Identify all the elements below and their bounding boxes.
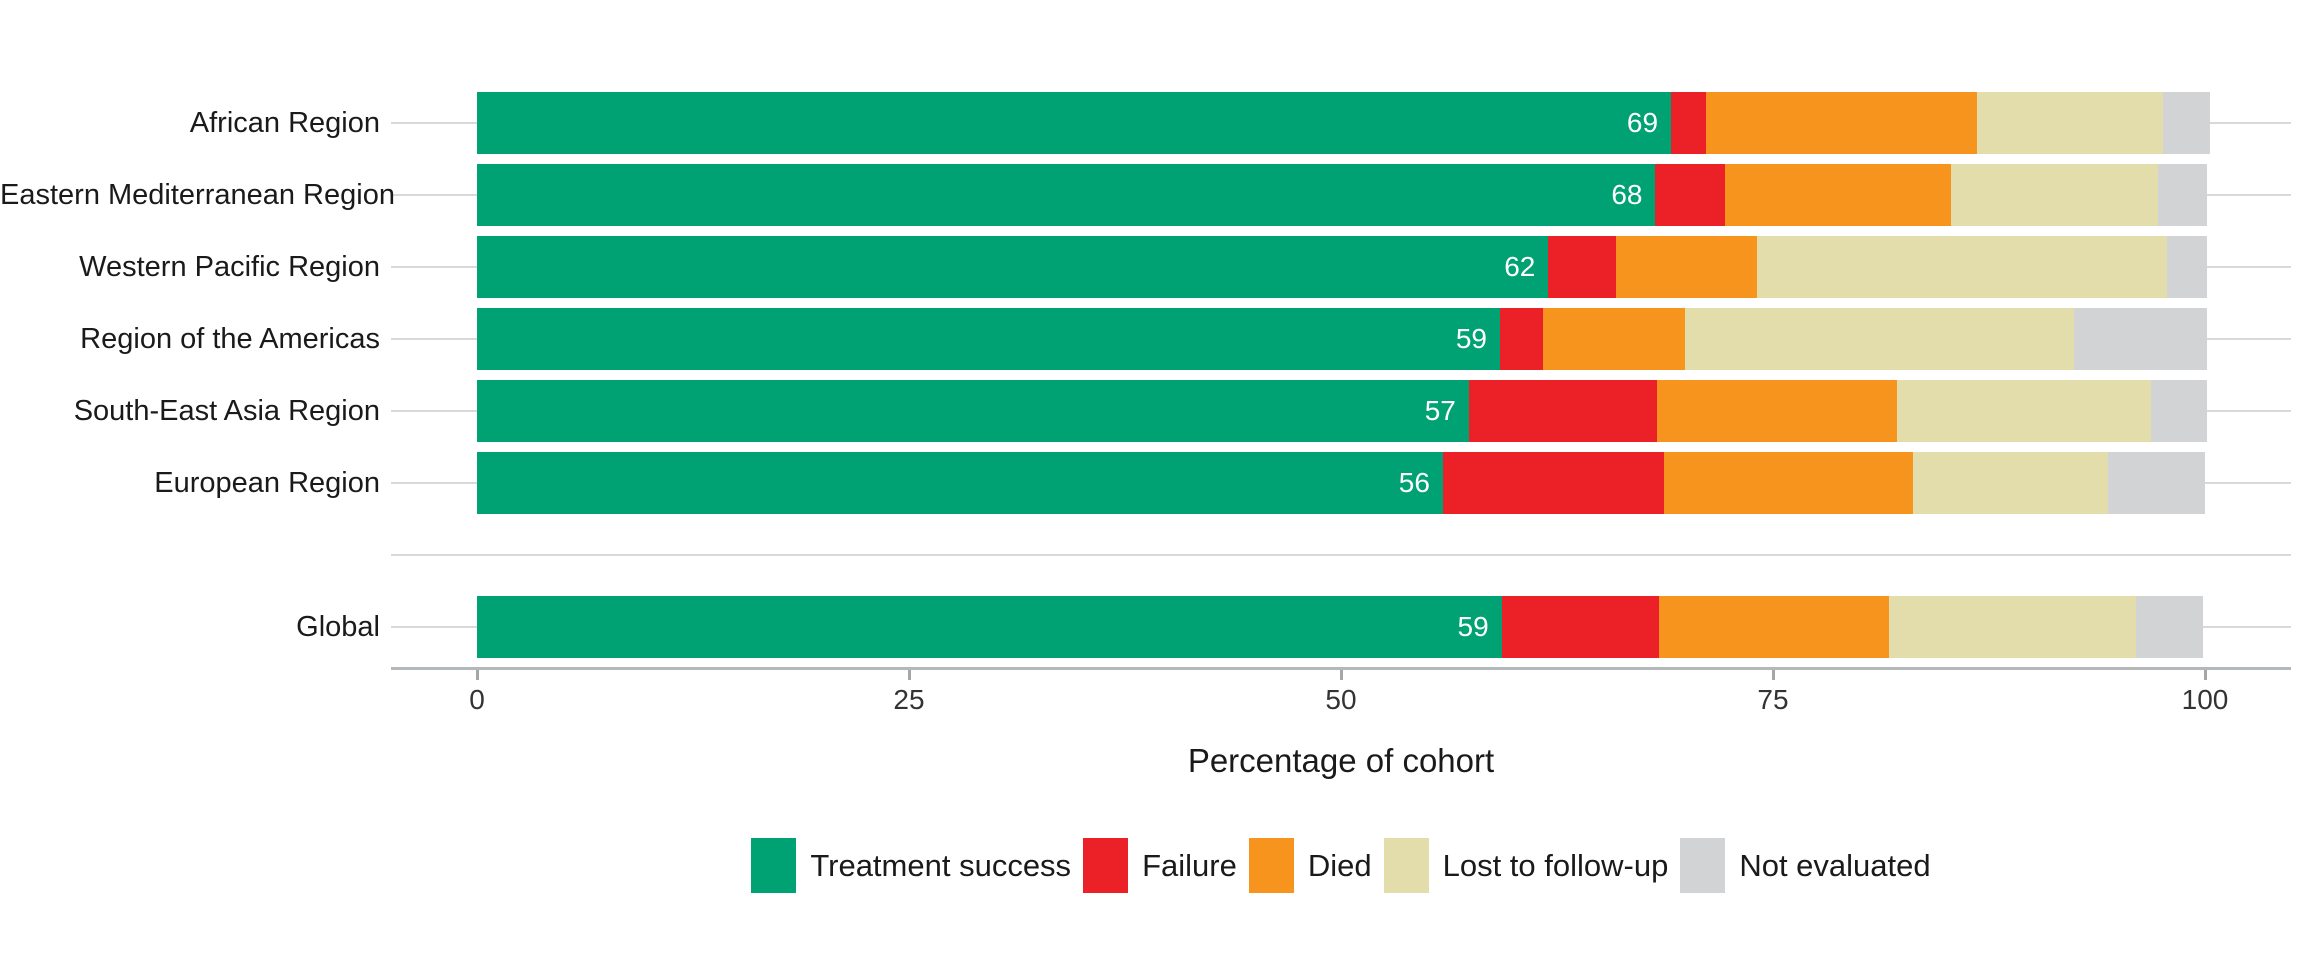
region-label: European Region: [154, 467, 380, 499]
stacked-bar: 57: [477, 380, 2207, 442]
bar-segment-died: [1543, 308, 1685, 370]
legend-item: Not evaluated: [1680, 838, 1931, 893]
legend-swatch-treatment-success: [751, 838, 797, 893]
stacked-bar: 59: [477, 596, 2204, 658]
legend-swatch-lost-to-follow-up: [1383, 838, 1429, 893]
region-label: South-East Asia Region: [73, 395, 380, 427]
bar-segment-died: [1664, 452, 1913, 514]
x-axis-tick: [476, 670, 479, 680]
legend: Treatment success Failure Died Lost to foll…: [391, 838, 2291, 893]
bar-segment-treatment-success: 62: [477, 236, 1549, 298]
x-axis-tick-label: 25: [893, 684, 925, 715]
region-label: African Region: [189, 107, 380, 139]
region-label: Western Pacific Region: [79, 251, 380, 283]
stacked-bar: 56: [477, 452, 2205, 514]
legend-label: Failure: [1142, 847, 1237, 883]
bar-segment-failure: [1468, 380, 1658, 442]
bar-segment-treatment-success: 69: [477, 92, 1672, 154]
region-label: Global: [296, 611, 380, 643]
bar-segment-failure: [1442, 452, 1665, 514]
bar-value-label: 56: [1398, 467, 1430, 498]
bar-value-label: 62: [1504, 251, 1536, 282]
bar-segment-lost-to-follow-up: [1912, 452, 2109, 514]
bar-value-label: 59: [1457, 611, 1489, 642]
legend-swatch-not-evaluated: [1680, 838, 1726, 893]
legend-item: Lost to follow-up: [1383, 838, 1669, 893]
x-axis-line: [391, 667, 2291, 670]
legend-item: Failure: [1083, 838, 1237, 893]
bar-segment-died: [1657, 380, 1898, 442]
bar-segment-died: [1658, 596, 1889, 658]
x-axis-tick: [1772, 670, 1775, 680]
bar-value-label: 57: [1424, 395, 1456, 426]
bar-segment-treatment-success: 59: [477, 596, 1502, 658]
bar-segment-lost-to-follow-up: [1976, 92, 2164, 154]
bar-value-label: 68: [1611, 179, 1643, 210]
bar-segment-died: [1615, 236, 1758, 298]
bar-segment-lost-to-follow-up: [1684, 308, 2074, 370]
bar-segment-lost-to-follow-up: [1897, 380, 2152, 442]
legend-label: Lost to follow-up: [1442, 847, 1669, 883]
bar-value-label: 59: [1455, 323, 1487, 354]
bar-segment-failure: [1499, 308, 1544, 370]
legend-swatch-failure: [1083, 838, 1129, 893]
bar-segment-not-evaluated: [2166, 236, 2207, 298]
x-axis-title: Percentage of cohort: [1187, 742, 1495, 779]
bar-segment-not-evaluated: [2163, 92, 2211, 154]
stacked-bar: 68: [477, 164, 2207, 226]
legend-label: Died: [1307, 847, 1372, 883]
bar-segment-not-evaluated: [2135, 596, 2204, 658]
x-axis-tick-label: 50: [1325, 684, 1357, 715]
bar-segment-died: [1705, 92, 1977, 154]
bar-segment-failure: [1655, 164, 1725, 226]
bar-segment-died: [1724, 164, 1951, 226]
stacked-bar: 69: [477, 92, 2211, 154]
bar-segment-failure: [1501, 596, 1659, 658]
bar-segment-lost-to-follow-up: [1888, 596, 2136, 658]
bar-segment-not-evaluated: [2073, 308, 2207, 370]
bar-segment-failure: [1671, 92, 1706, 154]
legend-label: Treatment success: [810, 847, 1072, 883]
bar-segment-treatment-success: 57: [477, 380, 1469, 442]
bar-segment-treatment-success: 68: [477, 164, 1656, 226]
region-label: Region of the Americas: [80, 323, 380, 355]
legend-label: Not evaluated: [1739, 847, 1931, 883]
legend-item: Died: [1248, 838, 1372, 893]
x-axis-tick: [908, 670, 911, 680]
stacked-bar: 59: [477, 308, 2207, 370]
legend-swatch-died: [1248, 838, 1294, 893]
bar-segment-not-evaluated: [2158, 164, 2207, 226]
legend-item: Treatment success: [751, 838, 1071, 893]
bar-segment-failure: [1548, 236, 1616, 298]
x-axis-tick: [2204, 670, 2207, 680]
bar-segment-lost-to-follow-up: [1757, 236, 2167, 298]
bar-segment-lost-to-follow-up: [1950, 164, 2159, 226]
bar-segment-not-evaluated: [2108, 452, 2205, 514]
bar-segment-treatment-success: 59: [477, 308, 1500, 370]
gridline: [391, 554, 2291, 556]
x-axis-tick-label: 0: [469, 684, 485, 715]
x-axis-tick: [1340, 670, 1343, 680]
x-axis-tick-label: 100: [2181, 684, 2229, 715]
stacked-bar: 62: [477, 236, 2207, 298]
bar-segment-treatment-success: 56: [477, 452, 1443, 514]
region-label: Eastern Mediterranean Region: [0, 179, 395, 211]
bar-segment-not-evaluated: [2151, 380, 2207, 442]
bar-value-label: 69: [1626, 107, 1659, 138]
x-axis-tick-label: 75: [1757, 684, 1789, 715]
